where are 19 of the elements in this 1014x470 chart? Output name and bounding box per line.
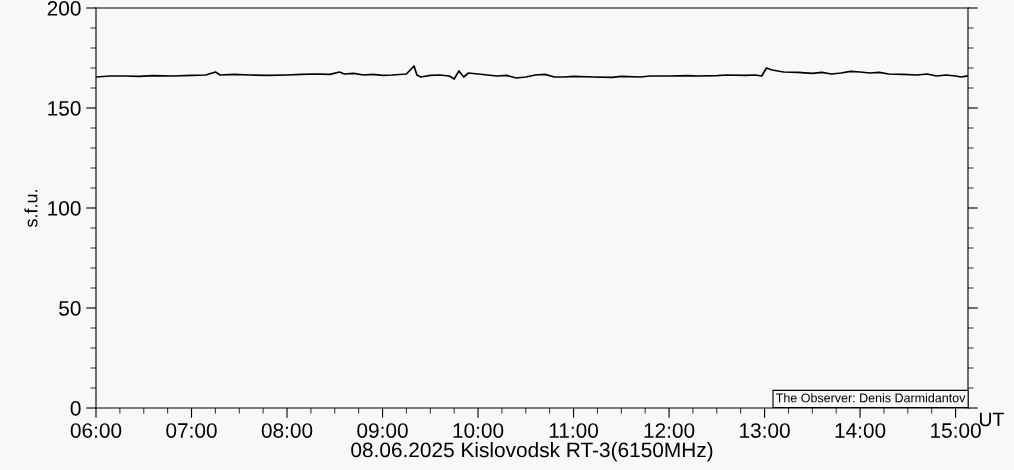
x-axis-title: 08.06.2025 Kislovodsk RT-3(6150MHz) — [351, 442, 713, 462]
annotation: The Observer: Denis Darmidantov — [776, 393, 966, 403]
x-tick-label: 11:00 — [549, 423, 599, 438]
x-tick-label: 09:00 — [357, 423, 408, 438]
x-tick-label: 12:00 — [644, 423, 695, 438]
text: UT — [979, 412, 1004, 427]
y-tick-label: 0 — [70, 401, 81, 416]
x-tick-label: 08:00 — [261, 423, 313, 438]
x-tick-label: 10:00 — [453, 423, 504, 438]
y-tick-label: 50 — [59, 301, 81, 316]
x-tick-label: 14:00 — [835, 423, 886, 438]
y-tick-label: 150 — [48, 101, 81, 116]
y-tick-label: 200 — [47, 1, 81, 16]
x-tick-label: 06:00 — [70, 423, 122, 438]
x-tick-label: 13:00 — [740, 423, 790, 438]
y-tick-label: 100 — [48, 201, 81, 216]
x-tick-label: 15:00 — [931, 423, 981, 438]
y-axis-title: s.f.u. — [24, 190, 38, 228]
x-tick-label: 07:00 — [166, 423, 217, 438]
